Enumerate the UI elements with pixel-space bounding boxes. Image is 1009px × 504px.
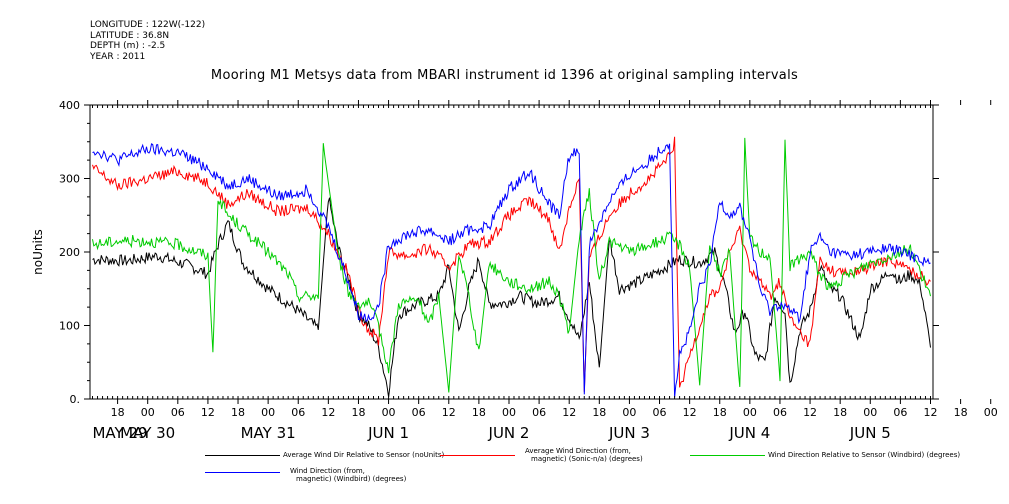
x-tick-label: 06: [773, 406, 787, 419]
legend-swatch-green: [690, 455, 765, 456]
series-line-3: [92, 143, 931, 398]
x-tick-label: 12: [683, 406, 697, 419]
x-tick-label: 00: [382, 406, 396, 419]
day-label: JUN 4: [728, 424, 770, 442]
x-tick-label: 00: [984, 406, 998, 419]
legend-label-green: Wind Direction Relative to Sensor (Windb…: [768, 451, 961, 459]
series-line-0: [92, 197, 931, 398]
x-tick-label: 00: [261, 406, 275, 419]
day-label: JUN 5: [849, 424, 891, 442]
y-tick-label: 0.: [70, 393, 81, 406]
x-tick-label: 18: [833, 406, 847, 419]
legend-label-blue: Wind Direction (from, magnetic) (Windbir…: [290, 467, 406, 483]
legend-label-red-line1: Average Wind Direction (from,: [525, 447, 631, 455]
x-tick-label: 18: [351, 406, 365, 419]
series-line-2: [92, 137, 931, 393]
latitude-label: LATITUDE : 36.8N: [90, 30, 170, 41]
longitude-label: LONGITUDE : 122W(-122): [90, 20, 206, 30]
x-tick-label: 18: [592, 406, 606, 419]
y-tick-label: 400: [59, 99, 80, 112]
x-tick-label: 00: [141, 406, 155, 419]
x-tick-label: 12: [442, 406, 456, 419]
x-tick-label: 12: [803, 406, 817, 419]
x-tick-label: 12: [562, 406, 576, 419]
metadata-block: LONGITUDE : 122W(-122) LATITUDE : 36.8N …: [90, 20, 205, 62]
legend-label-red-line2: magnetic) (Sonic-n/a) (degrees): [531, 455, 643, 463]
legend-label-blue-line1: Wind Direction (from,: [290, 467, 365, 475]
day-label: MAY 29: [92, 424, 147, 442]
legend-label-red: Average Wind Direction (from, magnetic) …: [525, 447, 643, 463]
x-tick-label: 12: [923, 406, 937, 419]
x-tick-label: 18: [954, 406, 968, 419]
day-label: JUN 2: [488, 424, 530, 442]
y-tick-label: 300: [59, 173, 80, 186]
x-tick-label: 12: [201, 406, 215, 419]
x-tick-label: 18: [472, 406, 486, 419]
day-label: MAY 31: [241, 424, 296, 442]
legend-label-black: Average Wind Dir Relative to Sensor (noU…: [283, 451, 445, 459]
x-tick-label: 06: [532, 406, 546, 419]
x-tick-label: 06: [291, 406, 305, 419]
x-tick-label: 06: [893, 406, 907, 419]
legend-swatch-red: [440, 455, 515, 456]
x-tick-label: 18: [111, 406, 125, 419]
x-tick-label: 18: [713, 406, 727, 419]
x-tick-label: 00: [863, 406, 877, 419]
x-tick-label: 00: [622, 406, 636, 419]
chart-title: Mooring M1 Metsys data from MBARI instru…: [210, 68, 799, 83]
x-tick-label: 12: [321, 406, 335, 419]
x-tick-label: 00: [502, 406, 516, 419]
x-tick-label: 06: [653, 406, 667, 419]
year-label: YEAR : 2011: [90, 51, 146, 62]
legend-label-blue-line2: magnetic) (Windbird) (degrees): [296, 475, 407, 483]
legend-swatch-black: [205, 455, 280, 456]
day-label: JUN 3: [608, 424, 650, 442]
depth-label: DEPTH (m) : -2.5: [90, 41, 166, 51]
y-tick-label: 200: [59, 246, 80, 259]
y-axis-label: noUnits: [31, 229, 45, 275]
x-tick-label: 18: [231, 406, 245, 419]
day-label: JUN 1: [367, 424, 409, 442]
x-tick-label: 06: [412, 406, 426, 419]
x-tick-label: 06: [171, 406, 185, 419]
legend-swatch-blue: [205, 472, 280, 473]
y-tick-label: 100: [59, 320, 80, 333]
day-label: MAY 30: [120, 424, 175, 442]
x-tick-label: 00: [743, 406, 757, 419]
series-line-1: [92, 136, 931, 392]
